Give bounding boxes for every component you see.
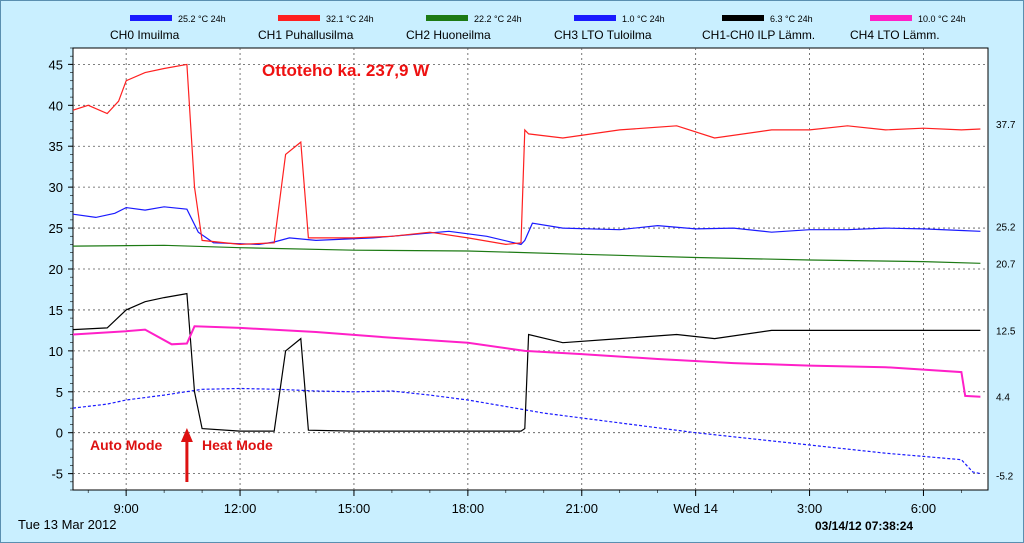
x-tick-label: 9:00 bbox=[113, 501, 138, 516]
x-tick-label: 21:00 bbox=[565, 501, 598, 516]
plot-area bbox=[72, 47, 989, 491]
mode-arrow bbox=[180, 428, 193, 482]
legend-value: 6.3 °C 24h bbox=[770, 14, 813, 24]
legend-value: 25.2 °C 24h bbox=[178, 14, 226, 24]
series-group bbox=[72, 63, 981, 475]
y-tick-label: 15 bbox=[49, 303, 63, 318]
grid bbox=[73, 48, 988, 490]
legend-swatch bbox=[722, 15, 764, 21]
y-tick-label: 0 bbox=[56, 426, 63, 441]
legend-swatch bbox=[574, 15, 616, 21]
legend-item: 25.2 °C 24h CH0 Imuilma bbox=[110, 14, 226, 42]
series-line bbox=[72, 206, 981, 246]
x-tick-label: 12:00 bbox=[224, 501, 257, 516]
y-tick-label: 30 bbox=[49, 180, 63, 195]
series-line bbox=[72, 292, 981, 432]
legend-swatch bbox=[870, 15, 912, 21]
date-label: Tue 13 Mar 2012 bbox=[18, 517, 117, 532]
x-tick-label: Wed 14 bbox=[673, 501, 718, 516]
y-tick-label: 45 bbox=[49, 57, 63, 72]
x-tick-label: 15:00 bbox=[338, 501, 371, 516]
legend-label: CH1-CH0 ILP Lämm. bbox=[702, 28, 815, 42]
series-line bbox=[72, 325, 981, 398]
legend-value: 32.1 °C 24h bbox=[326, 14, 374, 24]
x-tick-label: 6:00 bbox=[911, 501, 936, 516]
right-value-label: 37.7 bbox=[996, 120, 1016, 131]
x-tick-label: 3:00 bbox=[797, 501, 822, 516]
legend-item: 22.2 °C 24h CH2 Huoneilma bbox=[406, 14, 522, 42]
x-tick-label: 18:00 bbox=[452, 501, 485, 516]
legend-label: CH2 Huoneilma bbox=[406, 28, 491, 42]
legend-item: 1.0 °C 24h CH3 LTO Tuloilma bbox=[554, 14, 665, 42]
legend-swatch bbox=[278, 15, 320, 21]
legend-swatch bbox=[426, 15, 468, 21]
legend-swatch bbox=[130, 15, 172, 21]
auto-mode-label: Auto Mode bbox=[90, 437, 163, 453]
series-line bbox=[72, 63, 981, 246]
chart-title: Ottoteho ka. 237,9 W bbox=[262, 61, 430, 80]
annotations: Ottoteho ka. 237,9 W Auto Mode Heat Mode bbox=[90, 61, 430, 482]
series-line bbox=[72, 244, 981, 264]
legend-item: 10.0 °C 24h CH4 LTO Lämm. bbox=[850, 14, 966, 42]
y-tick-label: 5 bbox=[56, 385, 63, 400]
y-tick-label: 40 bbox=[49, 98, 63, 113]
y-tick-label: 25 bbox=[49, 221, 63, 236]
legend-label: CH3 LTO Tuloilma bbox=[554, 28, 652, 42]
legend-item: 6.3 °C 24h CH1-CH0 ILP Lämm. bbox=[702, 14, 815, 42]
legend-value: 10.0 °C 24h bbox=[918, 14, 966, 24]
legend-item: 32.1 °C 24h CH1 Puhallusilma bbox=[258, 14, 374, 42]
legend-value: 22.2 °C 24h bbox=[474, 14, 522, 24]
y-tick-label: -5 bbox=[51, 467, 63, 482]
right-value-label: 4.4 bbox=[996, 393, 1010, 404]
series-line bbox=[72, 387, 981, 475]
right-value-labels: 37.7 25.2 20.7 12.5 4.4 -5.2 bbox=[996, 120, 1016, 482]
x-axis: 9:00 12:00 15:00 18:00 21:00 Wed 14 3:00 6:00 bbox=[87, 490, 962, 516]
legend-label: CH0 Imuilma bbox=[110, 28, 180, 42]
y-tick-label: 20 bbox=[49, 262, 63, 277]
right-value-label: 25.2 bbox=[996, 222, 1016, 233]
legend-value: 1.0 °C 24h bbox=[622, 14, 665, 24]
timestamp-label: 03/14/12 07:38:24 bbox=[815, 519, 913, 533]
right-value-label: 20.7 bbox=[996, 259, 1016, 270]
y-tick-label: 35 bbox=[49, 139, 63, 154]
legend-label: CH4 LTO Lämm. bbox=[850, 28, 940, 42]
legend: 25.2 °C 24h CH0 Imuilma 32.1 °C 24h CH1 Puh… bbox=[110, 14, 966, 42]
heat-mode-label: Heat Mode bbox=[202, 437, 273, 453]
y-axis: 45 40 35 30 25 20 15 10 5 0 -5 bbox=[49, 47, 73, 491]
y-tick-label: 10 bbox=[49, 344, 63, 359]
legend-label: CH1 Puhallusilma bbox=[258, 28, 354, 42]
right-value-label: 12.5 bbox=[996, 326, 1016, 337]
right-value-label: -5.2 bbox=[996, 471, 1014, 482]
